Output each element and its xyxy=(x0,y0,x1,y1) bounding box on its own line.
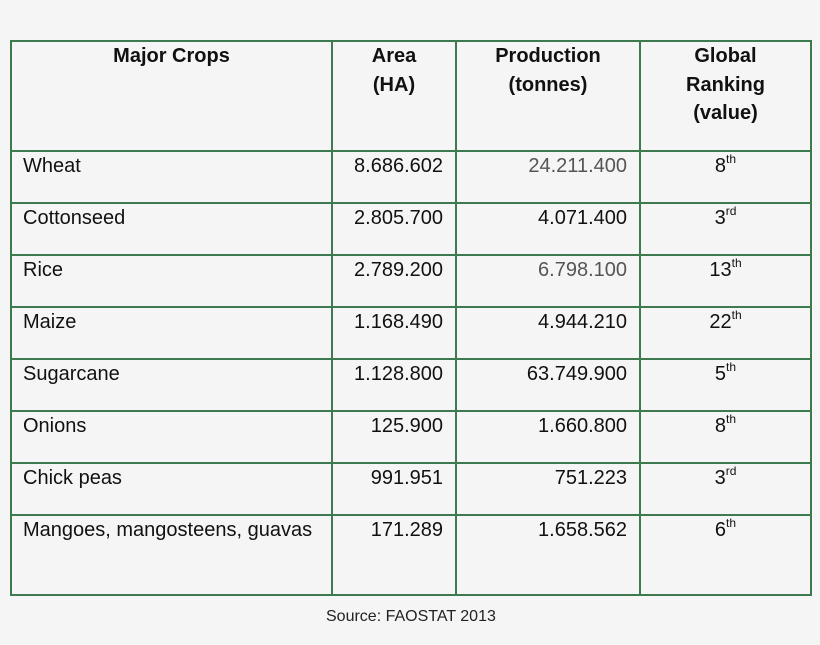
crop-rank: 3rd xyxy=(639,462,812,516)
table-row: Wheat 8.686.602 24.211.400 8th xyxy=(10,150,812,204)
crop-rank: 8th xyxy=(639,150,812,204)
crop-name: Wheat xyxy=(10,150,333,204)
crop-production: 63.749.900 xyxy=(455,358,641,412)
table-row: Onions 125.900 1.660.800 8th xyxy=(10,410,812,464)
crop-rank: 5th xyxy=(639,358,812,412)
crop-area: 8.686.602 xyxy=(331,150,457,204)
crop-area: 2.805.700 xyxy=(331,202,457,256)
crop-rank: 8th xyxy=(639,410,812,464)
crop-area: 125.900 xyxy=(331,410,457,464)
crop-name: Chick peas xyxy=(10,462,333,516)
crop-production: 4.944.210 xyxy=(455,306,641,360)
crops-table: Major Crops Area (HA) Production (tonnes… xyxy=(10,40,812,596)
crop-name: Cottonseed xyxy=(10,202,333,256)
crop-production: 4.071.400 xyxy=(455,202,641,256)
crop-name: Rice xyxy=(10,254,333,308)
crop-area: 1.168.490 xyxy=(331,306,457,360)
table-row: Chick peas 991.951 751.223 3rd xyxy=(10,462,812,516)
crop-production: 751.223 xyxy=(455,462,641,516)
table-row: Maize 1.168.490 4.944.210 22th xyxy=(10,306,812,360)
crop-area: 1.128.800 xyxy=(331,358,457,412)
crop-production: 1.660.800 xyxy=(455,410,641,464)
crop-production: 24.211.400 xyxy=(455,150,641,204)
crop-name: Mangoes, mangosteens, guavas xyxy=(10,514,333,596)
crop-production: 6.798.100 xyxy=(455,254,641,308)
crop-rank: 13th xyxy=(639,254,812,308)
crop-area: 171.289 xyxy=(331,514,457,596)
header-global-ranking: Global Ranking (value) xyxy=(639,40,812,152)
table-row: Rice 2.789.200 6.798.100 13th xyxy=(10,254,812,308)
crop-name: Maize xyxy=(10,306,333,360)
crop-rank: 22th xyxy=(639,306,812,360)
crop-name: Onions xyxy=(10,410,333,464)
crop-name: Sugarcane xyxy=(10,358,333,412)
header-area: Area (HA) xyxy=(331,40,457,152)
crop-production: 1.658.562 xyxy=(455,514,641,596)
table-row: Cottonseed 2.805.700 4.071.400 3rd xyxy=(10,202,812,256)
header-production: Production (tonnes) xyxy=(455,40,641,152)
crop-area: 991.951 xyxy=(331,462,457,516)
crop-area: 2.789.200 xyxy=(331,254,457,308)
table-header-row: Major Crops Area (HA) Production (tonnes… xyxy=(10,40,812,152)
crop-rank: 3rd xyxy=(639,202,812,256)
header-major-crops: Major Crops xyxy=(10,40,333,152)
source-caption: Source: FAOSTAT 2013 xyxy=(326,608,496,625)
crop-rank: 6th xyxy=(639,514,812,596)
table-row: Mangoes, mangosteens, guavas 171.289 1.6… xyxy=(10,514,812,596)
table-row: Sugarcane 1.128.800 63.749.900 5th xyxy=(10,358,812,412)
